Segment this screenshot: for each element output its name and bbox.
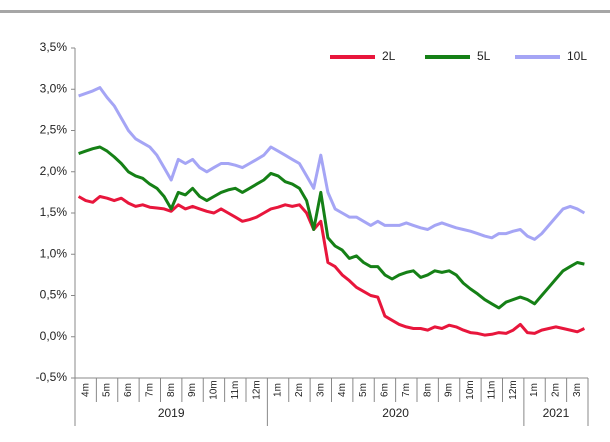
year-label: 2021: [543, 406, 570, 420]
series-line: [77, 195, 586, 337]
y-tick-label: 1,5%: [40, 205, 68, 219]
y-tick-label: 0,5%: [40, 288, 68, 302]
legend-label: 5L: [477, 49, 491, 63]
x-tick-label: 5m: [102, 383, 113, 397]
year-label: 2019: [158, 406, 185, 420]
x-tick-label: 1m: [273, 383, 284, 397]
x-tick-label: 2m: [294, 383, 305, 397]
x-tick-label: 1m: [529, 383, 540, 397]
y-tick-label: 3,0%: [40, 81, 68, 95]
year-label: 2020: [382, 406, 409, 420]
x-tick-label: 8m: [422, 383, 433, 397]
x-tick-label: 5m: [358, 383, 369, 397]
y-tick-label: 0,0%: [40, 329, 68, 343]
x-tick-label: 9m: [444, 383, 455, 397]
series-line: [78, 145, 585, 310]
x-tick-label: 9m: [187, 383, 198, 397]
x-tick-label: 10m: [209, 380, 220, 399]
x-tick-label: 10m: [465, 380, 476, 399]
y-tick-label: 2,5%: [40, 123, 68, 137]
x-tick-label: 11m: [486, 381, 497, 400]
legend-label: 10L: [567, 49, 587, 63]
y-tick-label: 3,5%: [40, 40, 68, 54]
x-tick-label: 12m: [508, 380, 519, 399]
y-tick-label: -0,5%: [36, 370, 68, 384]
x-tick-label: 6m: [123, 383, 134, 397]
x-tick-label: 3m: [572, 383, 583, 397]
top-rule: [0, 10, 610, 13]
x-tick-label: 8m: [166, 383, 177, 397]
x-tick-label: 11m: [230, 381, 241, 400]
x-tick-label: 4m: [337, 383, 348, 397]
legend-label: 2L: [382, 49, 396, 63]
x-tick-label: 7m: [401, 383, 412, 397]
x-tick-label: 4m: [80, 383, 91, 397]
y-tick-label: 2,0%: [40, 164, 68, 178]
x-tick-label: 6m: [380, 383, 391, 397]
series-line: [78, 86, 586, 241]
x-tick-label: 7m: [144, 383, 155, 397]
x-tick-label: 2m: [551, 383, 562, 397]
x-tick-label: 12m: [251, 380, 262, 399]
x-tick-label: 3m: [315, 383, 326, 397]
y-tick-label: 1,0%: [40, 246, 68, 260]
